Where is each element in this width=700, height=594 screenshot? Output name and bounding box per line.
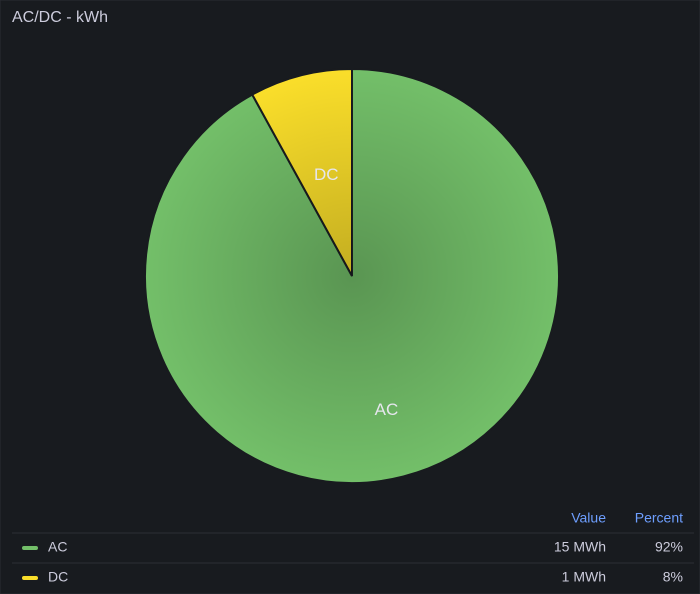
panel-title: AC/DC - kWh — [12, 9, 108, 26]
legend-header: Percent — [635, 510, 683, 526]
legend-percent: 8% — [663, 569, 683, 585]
slice-label: AC — [375, 400, 399, 419]
legend-percent: 92% — [655, 539, 683, 555]
legend-value: 15 MWh — [554, 539, 606, 555]
legend-label: DC — [48, 569, 68, 585]
slice-label: DC — [314, 165, 339, 184]
legend-value: 1 MWh — [562, 569, 606, 585]
legend-label: AC — [48, 539, 67, 555]
legend-header: Value — [571, 510, 606, 526]
